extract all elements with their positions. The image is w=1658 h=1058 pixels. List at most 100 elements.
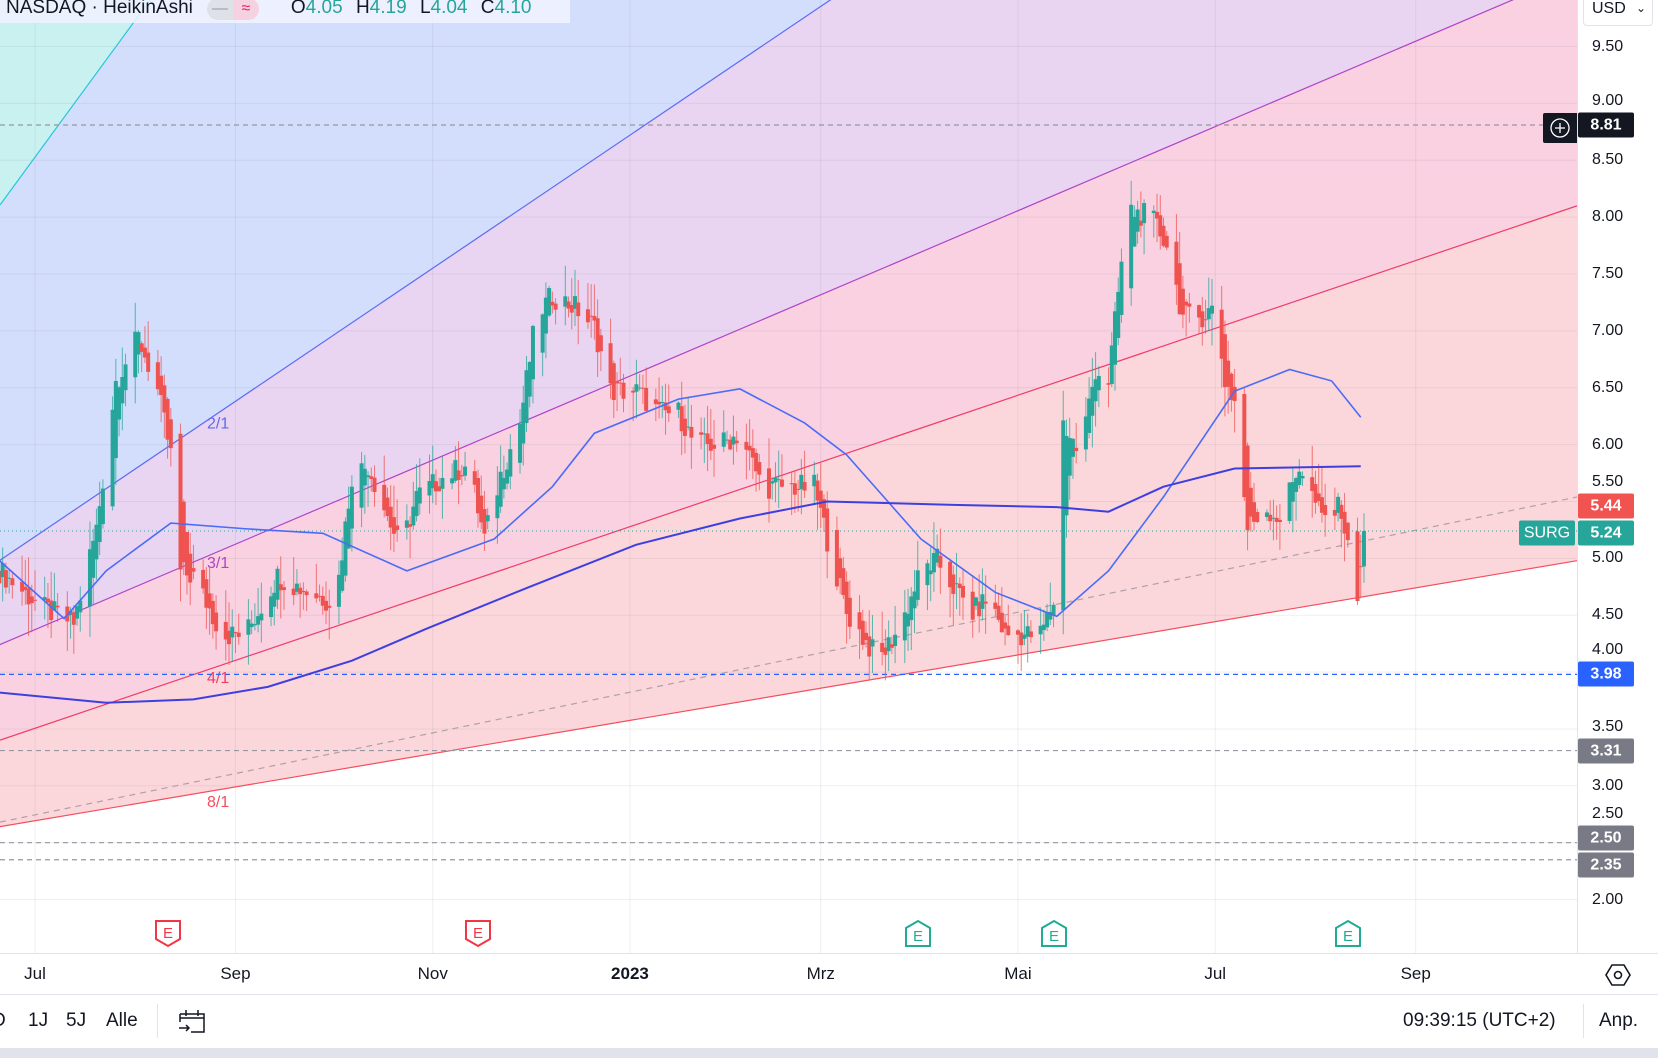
candle xyxy=(844,571,849,644)
range-button[interactable]: 1J xyxy=(28,1010,49,1031)
earnings-marker-icon[interactable]: E xyxy=(1333,918,1363,948)
price-tick-label: 2.50 xyxy=(1592,804,1624,822)
candle-body xyxy=(818,490,823,508)
candle-body xyxy=(721,432,726,447)
candle-body xyxy=(1019,632,1024,646)
candle-body xyxy=(1093,379,1098,402)
candle-body xyxy=(336,574,341,607)
candle-body xyxy=(155,362,160,390)
range-button[interactable]: Alle xyxy=(106,1010,138,1031)
candle-body xyxy=(1310,477,1315,491)
candle-body xyxy=(123,364,128,391)
candle-body xyxy=(366,475,371,478)
range-button[interactable]: 5J xyxy=(66,1010,87,1031)
candle-body xyxy=(1132,216,1137,247)
chart-pane[interactable]: 2/1 3/1 4/1 8/1 E E E E E xyxy=(0,0,1577,953)
candle xyxy=(165,397,170,459)
price-level-label[interactable]: 2.35 xyxy=(1578,852,1634,878)
candle xyxy=(1112,301,1117,391)
candle-body xyxy=(1355,531,1360,602)
candle-body xyxy=(249,623,254,628)
hide-icon[interactable]: — xyxy=(206,0,233,20)
price-level-label[interactable]: 2.50 xyxy=(1578,825,1634,851)
currency-dropdown[interactable]: USD ⌄ xyxy=(1583,0,1653,26)
candle xyxy=(146,321,151,382)
candle xyxy=(815,473,820,530)
candle-body xyxy=(812,474,817,487)
candle xyxy=(663,383,668,435)
price-tick-label: 3.00 xyxy=(1592,776,1624,794)
candle-body xyxy=(1051,604,1056,616)
candle xyxy=(951,565,956,626)
candle-body xyxy=(320,595,325,606)
candle-body xyxy=(598,335,603,352)
symbol-title[interactable]: NASDAQ · HeikinAshi xyxy=(6,0,193,18)
candle-body xyxy=(906,613,911,627)
settings-icon[interactable] xyxy=(1604,962,1632,988)
candle-body xyxy=(227,630,232,645)
price-tick-label: 2.00 xyxy=(1592,890,1624,908)
candle xyxy=(679,381,684,456)
candle-body xyxy=(644,387,649,411)
earnings-marker-icon[interactable]: E xyxy=(463,918,493,948)
earnings-marker-icon[interactable]: E xyxy=(1039,918,1069,948)
candle xyxy=(207,567,212,635)
adjust-button[interactable]: Anp. xyxy=(1599,1010,1639,1031)
candle-body xyxy=(970,591,975,620)
candle xyxy=(75,603,80,626)
range-button[interactable]: D xyxy=(0,1010,6,1032)
wave-icon[interactable]: ≈ xyxy=(232,0,259,20)
candle xyxy=(880,611,885,666)
candle xyxy=(281,581,286,610)
candle-body xyxy=(1287,482,1292,521)
goto-date-icon[interactable] xyxy=(177,1007,207,1037)
candle-body xyxy=(181,501,186,563)
candle-body xyxy=(999,612,1004,633)
chart-canvas[interactable]: 2/1 3/1 4/1 8/1 xyxy=(0,0,1577,953)
candle-body xyxy=(1361,531,1366,567)
candle xyxy=(686,396,691,431)
candle-body xyxy=(779,479,784,487)
candle-body xyxy=(1290,482,1295,502)
candle-body xyxy=(204,579,209,608)
time-tick-label: Nov xyxy=(417,964,448,983)
candle-body xyxy=(272,592,277,607)
candle xyxy=(1274,505,1279,540)
time-tick-label: Jul xyxy=(24,964,46,983)
candle xyxy=(1093,352,1098,427)
candle xyxy=(388,485,393,551)
candle-body xyxy=(246,619,251,635)
candle-body xyxy=(472,471,477,485)
candle xyxy=(317,584,322,602)
time-tick-label: Mai xyxy=(1004,964,1032,983)
candle xyxy=(699,417,704,450)
candle-body xyxy=(440,477,445,489)
candle-body xyxy=(663,402,668,411)
candle xyxy=(802,450,807,498)
candle xyxy=(155,350,160,396)
price-level-label[interactable]: 8.81 xyxy=(1578,112,1634,138)
chevron-down-icon: ⌄ xyxy=(1635,1,1646,15)
candle xyxy=(676,401,681,418)
candle xyxy=(249,610,254,635)
clock-timezone[interactable]: 09:39:15 (UTC+2) xyxy=(1403,1010,1556,1031)
add-alert-button[interactable] xyxy=(1543,113,1577,143)
candle xyxy=(1248,472,1253,532)
earnings-marker-icon[interactable]: E xyxy=(153,918,183,948)
price-level-label[interactable]: 3.98 xyxy=(1578,661,1634,687)
earnings-marker-icon[interactable]: E xyxy=(903,918,933,948)
candle xyxy=(1164,230,1169,251)
candle xyxy=(1242,387,1247,501)
candle-body xyxy=(236,632,241,637)
price-level-label[interactable]: 3.31 xyxy=(1578,738,1634,764)
candle-body xyxy=(165,398,170,440)
candle xyxy=(385,487,390,522)
candle xyxy=(821,494,826,532)
candle xyxy=(530,324,535,404)
candle xyxy=(893,605,898,664)
time-axis[interactable]: Jul Sep Nov 2023 Mrz Mai Jul Sep xyxy=(0,953,1658,995)
candle-body xyxy=(938,555,943,568)
price-axis[interactable]: 8.81 5.44 5.24 3.98 3.31 2.50 2.35 9.50 9.00 8.50… xyxy=(1577,0,1658,953)
candle-body xyxy=(589,315,594,317)
candle-body xyxy=(1242,393,1247,498)
